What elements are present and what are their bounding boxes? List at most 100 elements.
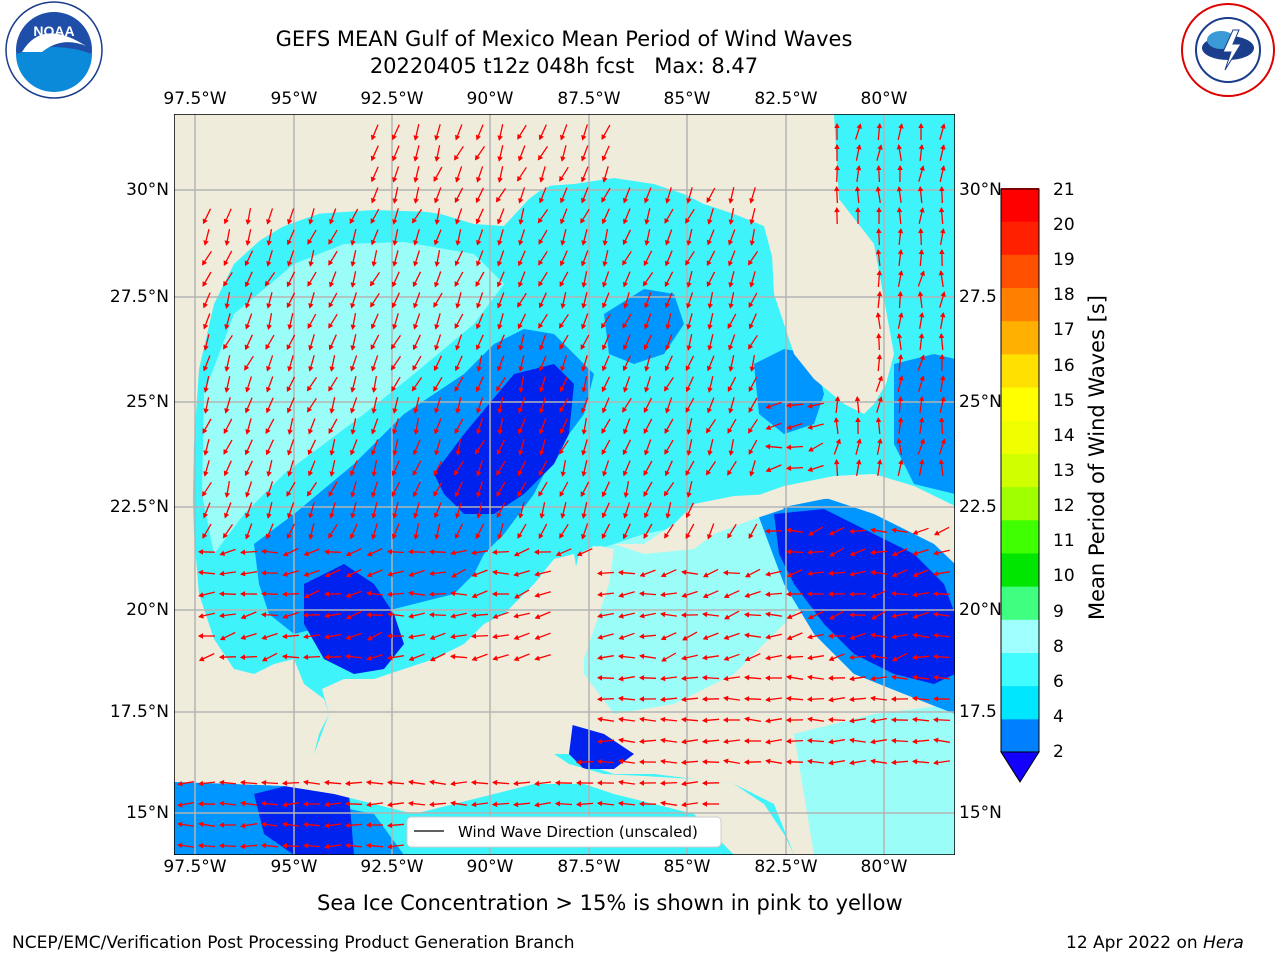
- wind-arrow-head: [386, 822, 393, 829]
- wind-arrow-head: [876, 227, 882, 234]
- wind-arrow-head: [849, 571, 855, 577]
- wind-arrow-head: [307, 470, 314, 477]
- colorbar-extend: [1000, 751, 1040, 783]
- wind-arrow-head: [938, 416, 945, 423]
- wind-arrow-head: [701, 759, 708, 765]
- wind-arrow-head: [686, 198, 692, 204]
- wind-arrow-head: [707, 324, 713, 330]
- wind-arrow-head: [286, 491, 292, 497]
- wind-arrow-head: [281, 653, 288, 660]
- wind-arrow-head: [512, 780, 519, 787]
- wind-arrow-head: [748, 302, 754, 308]
- wind-arrow-head: [581, 450, 587, 456]
- wind-arrow-head: [702, 572, 709, 578]
- wind-arrow-head: [496, 302, 503, 309]
- wind-arrow-head: [177, 781, 183, 787]
- central-america-land: [174, 554, 794, 855]
- wind-arrow-head: [366, 572, 373, 578]
- wind-arrow-head: [476, 239, 482, 246]
- wind-arrow-head: [413, 198, 419, 204]
- wind-arrow-head: [918, 396, 925, 402]
- wind-arrow-head: [350, 429, 356, 435]
- wind-arrow-head: [706, 197, 712, 203]
- wind-arrow-head: [476, 491, 482, 498]
- wind-arrow-head: [371, 513, 377, 519]
- wind-arrow-head: [455, 218, 461, 225]
- lat-tick-right: 30°N: [959, 180, 1002, 200]
- colorbar-tick: 2: [1053, 742, 1064, 762]
- wind-arrow-head: [538, 280, 544, 287]
- wind-arrow-head: [471, 549, 477, 556]
- wind-arrows: [177, 122, 951, 850]
- wind-arrow-head: [940, 291, 946, 298]
- wind-arrow-head: [303, 571, 310, 577]
- wind-arrow-head: [287, 471, 293, 477]
- wind-arrow-head: [517, 428, 524, 435]
- wind-arrow-head: [497, 324, 503, 330]
- wind-arrow-head: [786, 424, 793, 430]
- lat-tick-right: 17.5: [959, 702, 997, 722]
- wind-arrow-head: [918, 312, 925, 318]
- wind-arrow-head: [203, 387, 209, 393]
- chart-title: GEFS MEAN Gulf of Mexico Mean Period of …: [275, 27, 853, 51]
- lon-tick-top: 92.5°W: [360, 89, 424, 109]
- wind-arrow-head: [622, 470, 628, 477]
- wind-arrow-head: [240, 634, 247, 640]
- wind-arrow-head: [765, 611, 771, 618]
- wind-arrow-head: [560, 156, 566, 162]
- lon-tick-bottom: 87.5°W: [557, 857, 621, 877]
- wind-arrow-head: [218, 654, 225, 660]
- wind-arrow-head: [371, 365, 377, 372]
- wind-arrow-head: [470, 779, 477, 786]
- wind-arrow-head: [911, 758, 918, 765]
- wind-arrow-head: [287, 512, 293, 519]
- wind-arrow-head: [618, 779, 624, 786]
- wind-arrow-head: [197, 549, 204, 555]
- wind-arrow-head: [912, 613, 919, 619]
- wind-arrow-head: [918, 144, 925, 150]
- wind-arrow-head: [496, 218, 503, 225]
- wind-arrow-head: [308, 261, 314, 267]
- wind-arrow-head: [476, 407, 482, 414]
- wind-arrow-head: [517, 260, 523, 267]
- wind-arrow-head: [701, 801, 707, 807]
- wind-arrow-head: [639, 716, 645, 723]
- wind-arrow-head: [539, 407, 545, 414]
- wind-arrow-head: [328, 239, 334, 245]
- wind-arrow-head: [366, 551, 373, 557]
- wind-arrow-head: [559, 260, 565, 267]
- wind-arrow-head: [392, 176, 398, 183]
- wind-arrow-head: [765, 571, 771, 577]
- wind-arrow-head: [202, 302, 208, 309]
- wind-arrow-head: [350, 261, 356, 267]
- wind-arrow-head: [177, 842, 183, 849]
- wind-arrow-head: [517, 407, 524, 414]
- wind-arrow-head: [496, 512, 502, 519]
- wind-arrow-head: [349, 218, 355, 225]
- wind-arrow-head: [919, 375, 925, 381]
- wind-arrow-head: [538, 302, 544, 309]
- wind-arrow-head: [534, 655, 541, 661]
- wind-arrow-head: [644, 219, 650, 225]
- colorbar-tick: 21: [1053, 180, 1075, 200]
- wind-arrow-head: [643, 407, 649, 414]
- wind-arrow-head: [266, 471, 272, 477]
- wind-arrow-head: [743, 759, 750, 765]
- wind-arrow-head: [517, 470, 523, 477]
- wind-arrow-head: [940, 144, 946, 150]
- wind-arrow-head: [286, 239, 292, 246]
- wind-arrow-head: [707, 450, 713, 456]
- wind-arrow-head: [534, 571, 540, 577]
- wind-arrow-head: [496, 385, 502, 392]
- wind-arrow-head: [559, 134, 566, 141]
- wind-arrow-head: [223, 343, 229, 350]
- wind-arrow-head: [644, 449, 650, 456]
- wind-arrow-head: [365, 779, 372, 786]
- wind-arrow-head: [596, 758, 603, 765]
- wind-arrow-head: [538, 239, 544, 245]
- wind-arrow-head: [433, 239, 440, 246]
- wind-arrow-head: [223, 260, 229, 267]
- wind-arrow-head: [308, 344, 314, 351]
- wind-arrow-head: [455, 344, 461, 351]
- wind-arrow-head: [785, 695, 792, 702]
